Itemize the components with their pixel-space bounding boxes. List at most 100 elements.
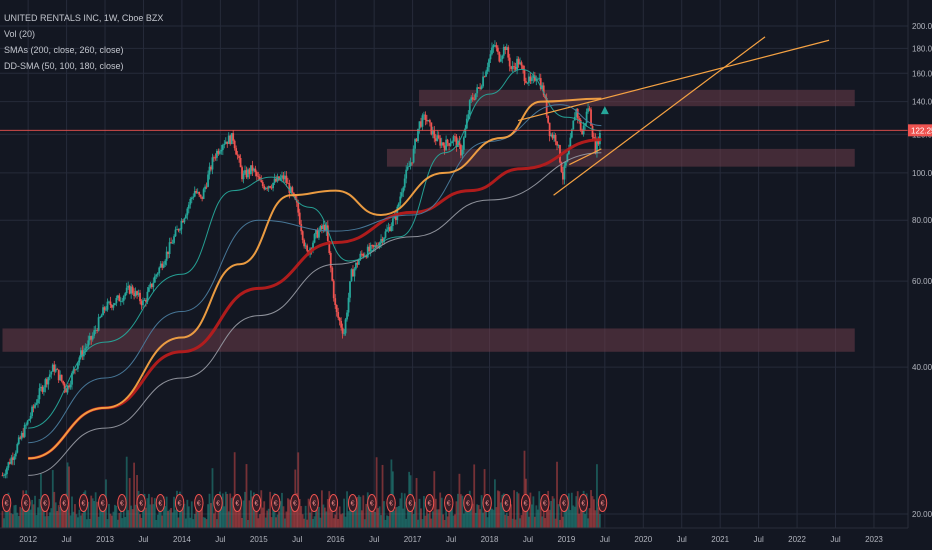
candle-body bbox=[445, 139, 448, 151]
candle-body bbox=[29, 415, 32, 420]
candle-body bbox=[251, 165, 254, 171]
volume-bar bbox=[377, 508, 379, 528]
volume-bar bbox=[208, 493, 211, 528]
candle-body bbox=[6, 467, 8, 475]
volume-bar bbox=[329, 502, 332, 528]
zone-rect bbox=[419, 89, 855, 107]
legend-symbol[interactable]: UNITED RENTALS INC, 1W, Cboe BZX bbox=[4, 13, 164, 23]
earnings-icon bbox=[597, 494, 608, 512]
volume-bar bbox=[359, 496, 362, 528]
candle-body bbox=[498, 51, 501, 62]
volume-bar bbox=[139, 514, 141, 528]
candle-body bbox=[211, 157, 214, 170]
candle-body bbox=[513, 66, 516, 67]
volume-bar bbox=[51, 470, 54, 528]
volume-bar bbox=[32, 504, 35, 528]
candle-body bbox=[232, 133, 235, 141]
volume-bar bbox=[489, 497, 492, 528]
earnings-icon-label: € bbox=[389, 501, 393, 508]
legend-ddsma[interactable]: DD-SMA (50, 100, 180, close) bbox=[4, 61, 124, 71]
candle-body bbox=[84, 348, 87, 351]
volume-bar bbox=[254, 497, 257, 528]
candle-body bbox=[325, 225, 328, 231]
volume-bar bbox=[375, 457, 378, 528]
candle-body bbox=[372, 245, 375, 247]
volume-bar bbox=[201, 505, 204, 528]
volume-bar bbox=[278, 511, 280, 528]
candle-body bbox=[74, 369, 76, 371]
candle-body bbox=[1, 475, 4, 477]
volume-bar bbox=[310, 498, 313, 528]
candle-body bbox=[53, 364, 56, 372]
candle-body bbox=[208, 166, 211, 175]
volume-bar bbox=[263, 501, 266, 528]
candle-body bbox=[85, 346, 88, 349]
earnings-icon-label: € bbox=[101, 501, 105, 508]
candle-body bbox=[223, 143, 226, 145]
volume-bar bbox=[202, 517, 205, 528]
time-tick-label: Jul bbox=[215, 535, 225, 544]
candle-body bbox=[511, 66, 514, 69]
volume-bar bbox=[50, 508, 53, 528]
candle-body bbox=[541, 85, 544, 89]
volume-bar bbox=[297, 452, 300, 528]
candle-body bbox=[149, 283, 152, 288]
volume-bar bbox=[544, 518, 547, 528]
candle-body bbox=[526, 82, 529, 84]
candle-body bbox=[115, 297, 118, 304]
candle-body bbox=[414, 139, 416, 149]
candle-body bbox=[31, 406, 33, 416]
candle-body bbox=[122, 296, 125, 301]
series-line bbox=[28, 104, 602, 444]
earnings-icon-label: € bbox=[158, 501, 162, 508]
earnings-icon-label: € bbox=[235, 501, 239, 508]
volume-bar bbox=[62, 512, 65, 528]
earnings-icon-label: € bbox=[428, 501, 432, 508]
volume-bar bbox=[227, 511, 230, 528]
candle-body bbox=[483, 76, 486, 78]
volume-bar bbox=[570, 492, 573, 528]
volume-bar bbox=[442, 514, 445, 528]
candle-body bbox=[156, 273, 159, 275]
candle-body bbox=[343, 333, 345, 335]
legend-volume[interactable]: Vol (20) bbox=[4, 29, 36, 39]
volume-bar bbox=[319, 517, 322, 528]
volume-bar bbox=[596, 464, 598, 528]
volume-bar bbox=[133, 462, 136, 528]
volume-bar bbox=[505, 512, 508, 528]
volume-bar bbox=[211, 468, 214, 528]
volume-bar bbox=[343, 498, 345, 528]
volume-bar bbox=[470, 500, 473, 528]
volume-bar bbox=[224, 491, 227, 528]
candle-body bbox=[164, 260, 167, 265]
legend-smas[interactable]: SMAs (200, close, 260, close) bbox=[4, 45, 124, 55]
candle-body bbox=[502, 47, 505, 56]
earnings-icon bbox=[463, 494, 473, 512]
candle-body bbox=[566, 154, 569, 163]
time-tick-label: 2014 bbox=[173, 535, 191, 544]
volume-bar bbox=[448, 510, 450, 528]
candle-body bbox=[359, 253, 362, 260]
volume-bar bbox=[414, 501, 416, 528]
earnings-icon bbox=[290, 494, 300, 512]
price-tick-label: 20.00 bbox=[912, 510, 932, 519]
volume-bar bbox=[247, 519, 249, 528]
candle-body bbox=[17, 437, 20, 445]
candle-body bbox=[329, 253, 332, 268]
candle-body bbox=[112, 304, 115, 308]
candle-body bbox=[177, 229, 180, 231]
candle-body bbox=[291, 187, 294, 193]
volume-bar bbox=[335, 498, 338, 528]
price-tick-label: 40.00 bbox=[912, 363, 932, 372]
volume-bar bbox=[158, 508, 161, 528]
volume-bar bbox=[383, 501, 385, 528]
trend-line bbox=[553, 36, 766, 196]
candle-body bbox=[384, 231, 387, 238]
candle-body bbox=[230, 133, 233, 145]
volume-bar bbox=[338, 506, 341, 528]
earnings-icon bbox=[1, 494, 12, 512]
candle-body bbox=[183, 218, 186, 223]
candle-body bbox=[13, 456, 16, 461]
earnings-icon-label: € bbox=[601, 501, 605, 508]
